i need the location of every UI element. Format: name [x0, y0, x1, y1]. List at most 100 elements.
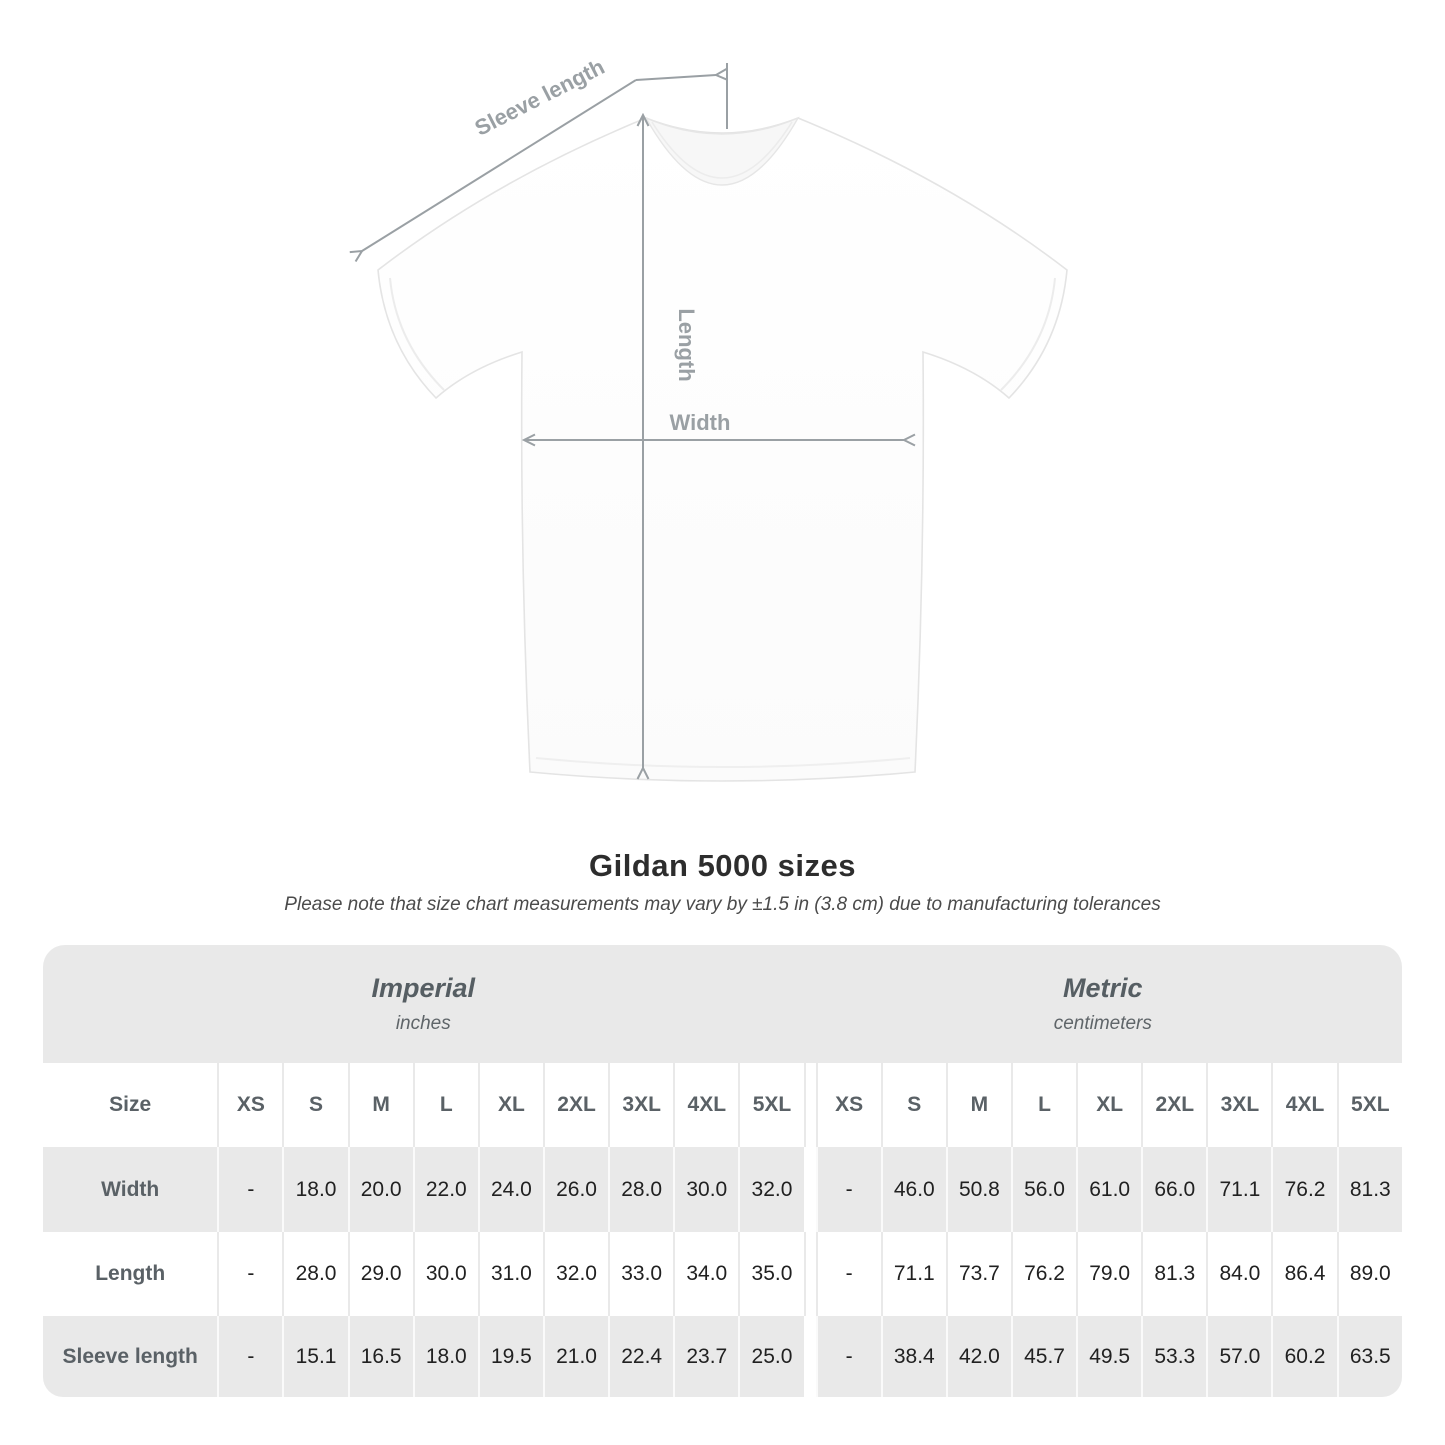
imperial-size-4xl: 4XL [673, 1063, 739, 1147]
sleeve-metric-3xl: 57.0 [1206, 1316, 1272, 1397]
unit-band-row: Imperial inches Metric centimeters [43, 945, 1402, 1063]
length-metric-2xl: 81.3 [1141, 1232, 1207, 1316]
sleeve-metric-xl: 49.5 [1076, 1316, 1142, 1397]
page-title: Gildan 5000 sizes [589, 848, 856, 883]
width-metric-s: 46.0 [880, 1147, 946, 1232]
length-metric-s: 71.1 [880, 1232, 946, 1316]
imperial-size-2xl: 2XL [542, 1063, 609, 1147]
imperial-size-xl: XL [477, 1063, 543, 1147]
sleeve-metric-4xl: 60.2 [1271, 1316, 1337, 1397]
length-metric-l: 76.2 [1010, 1232, 1077, 1316]
width-metric-l: 56.0 [1010, 1147, 1077, 1232]
tshirt-right-sleeve-seam [1000, 277, 1056, 391]
length-imperial-xl: 31.0 [477, 1232, 543, 1316]
length-imperial-2xl: 32.0 [542, 1232, 609, 1316]
imperial-size-3xl: 3XL [608, 1063, 674, 1147]
length-metric-m: 73.7 [945, 1232, 1011, 1316]
length-metric-3xl: 84.0 [1206, 1232, 1272, 1316]
width-imperial-l: 22.0 [412, 1147, 478, 1232]
metric-size-3xl: 3XL [1206, 1063, 1272, 1147]
width-imperial-4xl: 30.0 [673, 1147, 739, 1232]
width-metric-3xl: 71.1 [1206, 1147, 1272, 1232]
sleeve-imperial-xl: 19.5 [477, 1316, 543, 1397]
width-metric-m: 50.8 [945, 1147, 1011, 1232]
size-col-header: Size [43, 1063, 218, 1147]
sleeve-metric-2xl: 53.3 [1141, 1316, 1207, 1397]
length-metric-xs: - [815, 1232, 881, 1316]
width-imperial-m: 20.0 [347, 1147, 413, 1232]
length-imperial-m: 29.0 [347, 1232, 413, 1316]
tshirt-collar-seam [651, 121, 793, 179]
tolerance-note: Please note that size chart measurements… [284, 894, 1161, 915]
length-label: Length [674, 308, 699, 381]
sleeve-metric-5xl: 63.5 [1336, 1316, 1402, 1397]
metric-size-2xl: 2XL [1141, 1063, 1207, 1147]
width-imperial-s: 18.0 [282, 1147, 348, 1232]
length-row-label: Length [43, 1232, 218, 1316]
sleeve-metric-xs: - [815, 1316, 881, 1397]
width-imperial-xl: 24.0 [477, 1147, 543, 1232]
length-row: Length - 28.0 29.0 30.0 31.0 32.0 33.0 3… [43, 1232, 1402, 1316]
sleeve-metric-s: 38.4 [880, 1316, 946, 1397]
metric-size-5xl: 5XL [1336, 1063, 1402, 1147]
tshirt-collar [644, 116, 800, 186]
unit-gap [803, 1063, 816, 1147]
sleeve-length-arrow [362, 79, 637, 251]
width-imperial-3xl: 28.0 [608, 1147, 674, 1232]
metric-size-4xl: 4XL [1271, 1063, 1337, 1147]
width-label: Width [670, 410, 731, 435]
width-imperial-xs: - [217, 1147, 283, 1232]
sleeve-length-row: Sleeve length - 15.1 16.5 18.0 19.5 21.0… [43, 1316, 1402, 1397]
sleeve-imperial-l: 18.0 [412, 1316, 478, 1397]
length-metric-5xl: 89.0 [1336, 1232, 1402, 1316]
width-row-label: Width [43, 1147, 218, 1232]
width-imperial-2xl: 26.0 [542, 1147, 609, 1232]
imperial-size-m: M [347, 1063, 413, 1147]
width-row: Width - 18.0 20.0 22.0 24.0 26.0 28.0 30… [43, 1147, 1402, 1232]
length-imperial-4xl: 34.0 [673, 1232, 739, 1316]
imperial-size-l: L [412, 1063, 478, 1147]
metric-size-xs: XS [815, 1063, 881, 1147]
width-metric-5xl: 81.3 [1336, 1147, 1402, 1232]
sleeve-imperial-s: 15.1 [282, 1316, 348, 1397]
width-metric-4xl: 76.2 [1271, 1147, 1337, 1232]
tshirt-body [377, 117, 1068, 782]
width-metric-xl: 61.0 [1076, 1147, 1142, 1232]
metric-size-xl: XL [1076, 1063, 1142, 1147]
tshirt-measurement-diagram: Sleeve length Length Width [0, 54, 1068, 782]
tshirt-left-sleeve-seam [389, 277, 445, 391]
metric-unit: centimeters [1053, 1013, 1152, 1034]
length-imperial-l: 30.0 [412, 1232, 478, 1316]
sleeve-imperial-2xl: 21.0 [542, 1316, 609, 1397]
unit-gap [803, 1147, 816, 1232]
sleeve-metric-m: 42.0 [945, 1316, 1011, 1397]
sleeve-imperial-4xl: 23.7 [673, 1316, 739, 1397]
length-imperial-s: 28.0 [282, 1232, 348, 1316]
sleeve-length-label: Sleeve length [471, 54, 609, 141]
imperial-band: Imperial inches [43, 945, 804, 1063]
metric-size-l: L [1010, 1063, 1077, 1147]
length-imperial-5xl: 35.0 [738, 1232, 804, 1316]
imperial-size-xs: XS [217, 1063, 283, 1147]
imperial-size-5xl: 5XL [738, 1063, 804, 1147]
length-metric-xl: 79.0 [1076, 1232, 1142, 1316]
sleeve-imperial-m: 16.5 [347, 1316, 413, 1397]
tshirt-hem-seam [535, 757, 911, 768]
length-imperial-3xl: 33.0 [608, 1232, 674, 1316]
width-metric-2xl: 66.0 [1141, 1147, 1207, 1232]
length-metric-4xl: 86.4 [1271, 1232, 1337, 1316]
sleeve-imperial-5xl: 25.0 [738, 1316, 804, 1397]
sleeve-imperial-xs: - [217, 1316, 283, 1397]
imperial-size-s: S [282, 1063, 348, 1147]
sleeve-metric-l: 45.7 [1010, 1316, 1077, 1397]
length-imperial-xs: - [217, 1232, 283, 1316]
sleeve-length-leader [635, 75, 716, 81]
tshirt-illustration [377, 116, 1068, 782]
unit-gap [803, 1232, 816, 1316]
metric-size-s: S [880, 1063, 946, 1147]
metric-size-m: M [945, 1063, 1011, 1147]
size-header-row: Size XS S M L XL 2XL 3XL 4XL 5XL XS S M … [43, 1063, 1402, 1147]
imperial-unit: inches [395, 1013, 451, 1034]
metric-label: Metric [1063, 973, 1143, 1003]
width-imperial-5xl: 32.0 [738, 1147, 804, 1232]
